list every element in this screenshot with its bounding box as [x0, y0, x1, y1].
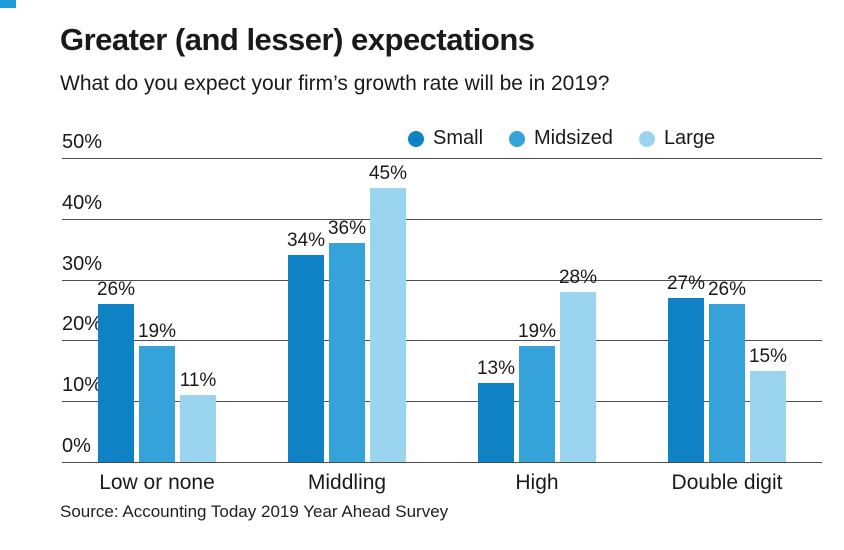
gridline-40	[62, 219, 822, 220]
bar-midsized-double-digit	[709, 304, 745, 462]
bar-large-low-or-none	[180, 395, 216, 462]
gridline-10	[62, 401, 822, 402]
x-axis-label-double-digit: Double digit	[671, 471, 783, 494]
chart-title: Greater (and lesser) expectations	[60, 22, 535, 57]
bar-value-label-small-middling: 34%	[286, 230, 326, 251]
bar-large-high	[560, 292, 596, 462]
legend-item-midsized: Midsized	[509, 127, 613, 150]
bar-midsized-low-or-none	[139, 346, 175, 462]
legend-item-small: Small	[408, 127, 483, 150]
bar-value-label-midsized-double-digit: 26%	[707, 279, 747, 300]
legend-dot-small-icon	[408, 130, 424, 147]
x-axis-label-middling: Middling	[307, 471, 387, 494]
gridline-50	[62, 158, 822, 159]
bar-value-label-small-high: 13%	[476, 358, 516, 379]
bar-value-label-midsized-middling: 36%	[327, 218, 367, 239]
y-axis-label-50: 50%	[62, 131, 103, 153]
bar-value-label-small-double-digit: 27%	[666, 273, 706, 294]
brand-accent-mark	[0, 0, 16, 8]
legend-item-large: Large	[638, 127, 716, 150]
bar-value-label-large-low-or-none: 11%	[179, 370, 217, 391]
bar-value-label-small-low-or-none: 26%	[96, 279, 136, 300]
source-note: Source: Accounting Today 2019 Year Ahead…	[60, 502, 449, 521]
bar-small-high	[478, 383, 514, 462]
legend-label-midsized: Midsized	[534, 127, 613, 149]
gridline-0	[62, 462, 822, 463]
bar-value-label-midsized-high: 19%	[517, 321, 557, 342]
bar-value-label-large-high: 28%	[558, 267, 598, 288]
bar-large-double-digit	[750, 371, 786, 462]
bar-large-middling	[370, 188, 406, 462]
legend: Small Midsized Large	[408, 127, 715, 150]
bar-value-label-midsized-low-or-none: 19%	[137, 321, 177, 342]
gridline-30	[62, 280, 822, 281]
y-axis-label-0: 0%	[62, 435, 91, 457]
x-axis-label-high: High	[515, 471, 559, 494]
legend-label-large: Large	[663, 127, 716, 149]
y-axis-label-10: 10%	[62, 374, 103, 396]
bar-small-middling	[288, 255, 324, 462]
x-axis-label-low-or-none: Low or none	[99, 471, 215, 494]
y-axis-label-20: 20%	[62, 313, 103, 335]
legend-dot-midsized-icon	[509, 130, 526, 147]
bar-midsized-high	[519, 346, 555, 462]
chart-subtitle: What do you expect your firm’s growth ra…	[60, 72, 610, 95]
legend-label-small: Small	[433, 127, 484, 149]
y-axis-label-40: 40%	[62, 192, 103, 214]
bar-value-label-large-middling: 45%	[368, 163, 408, 184]
legend-dot-large-icon	[638, 130, 655, 147]
y-axis-label-30: 30%	[62, 253, 103, 275]
gridline-20	[62, 340, 822, 341]
bar-value-label-large-double-digit: 15%	[748, 346, 788, 367]
bar-small-low-or-none	[98, 304, 134, 462]
bar-small-double-digit	[668, 298, 704, 462]
bar-midsized-middling	[329, 243, 365, 462]
